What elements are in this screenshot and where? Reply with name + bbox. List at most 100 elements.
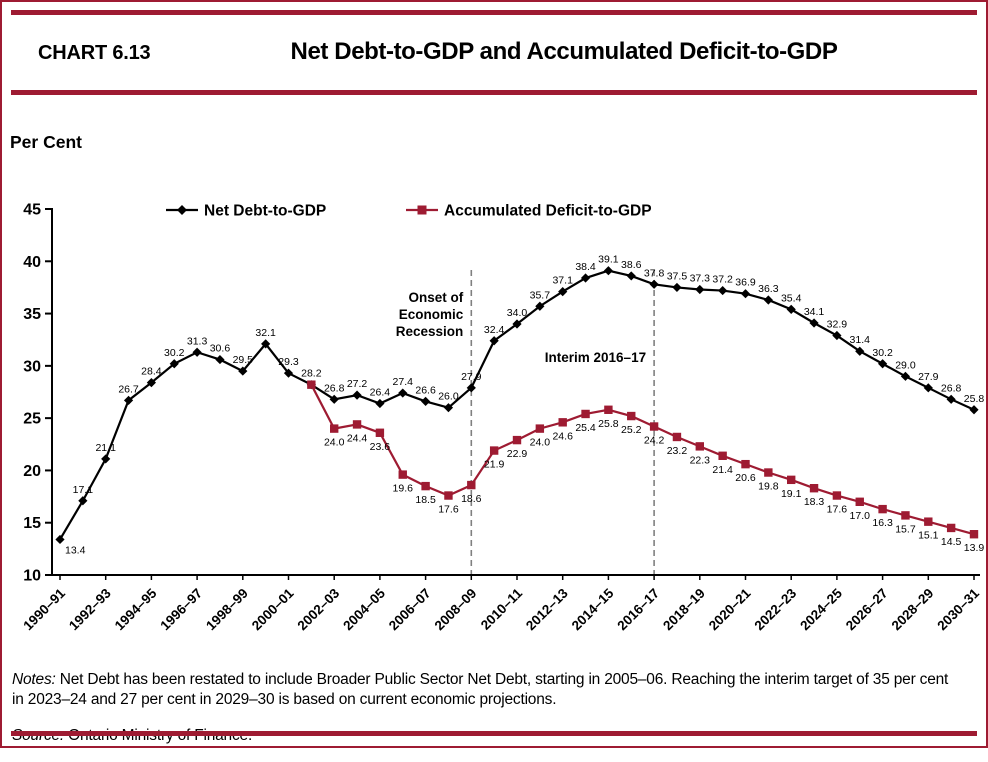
svg-text:17.6: 17.6: [438, 504, 459, 516]
svg-text:21.1: 21.1: [95, 442, 116, 454]
svg-text:2030–31: 2030–31: [934, 585, 982, 633]
marker-square: [352, 420, 362, 429]
marker-square: [489, 446, 499, 455]
notes-body: Net Debt has been restated to include Br…: [12, 670, 949, 709]
marker-diamond: [489, 336, 499, 346]
svg-text:27.4: 27.4: [393, 376, 414, 388]
marker-diamond: [603, 266, 613, 276]
svg-text:22.3: 22.3: [690, 454, 711, 466]
svg-text:24.0: 24.0: [530, 437, 551, 449]
marker-diamond: [466, 383, 476, 393]
svg-text:30.2: 30.2: [872, 347, 893, 359]
marker-square: [855, 497, 864, 506]
marker-square: [832, 491, 842, 500]
marker-diamond: [329, 394, 339, 404]
svg-text:2028–29: 2028–29: [889, 586, 937, 634]
svg-text:19.6: 19.6: [393, 483, 414, 495]
svg-text:31.4: 31.4: [850, 334, 871, 346]
marker-square: [444, 491, 453, 500]
marker-square: [604, 405, 613, 414]
svg-text:13.4: 13.4: [65, 544, 86, 556]
marker-square: [330, 424, 339, 433]
marker-diamond: [786, 304, 796, 314]
x-axis: 1990–911992–931994–951996–971998–992000–…: [20, 574, 982, 634]
marker-diamond: [832, 330, 842, 341]
notes-block: Notes: Net Debt has been restated to inc…: [12, 654, 962, 762]
svg-text:32.4: 32.4: [484, 324, 505, 336]
marker-diamond: [123, 395, 134, 405]
svg-text:40: 40: [23, 254, 41, 271]
chart-number: CHART 6.13: [38, 42, 151, 64]
line-chart: Onset of Economic Recession Interim 2016–17…: [20, 202, 985, 634]
svg-text:26.7: 26.7: [118, 383, 139, 395]
marker-diamond: [740, 289, 751, 299]
chart-title: Net Debt-to-GDP and Accumulated Deficit-…: [290, 38, 838, 65]
svg-text:32.9: 32.9: [827, 319, 848, 331]
marker-square: [649, 422, 659, 431]
marker-diamond: [78, 496, 88, 506]
marker-square: [535, 424, 545, 433]
svg-text:38.6: 38.6: [621, 259, 642, 271]
marker-diamond: [626, 271, 636, 281]
svg-text:26.6: 26.6: [415, 384, 436, 396]
marker-diamond: [672, 282, 682, 293]
marker-square: [558, 418, 567, 427]
marker-square: [718, 451, 727, 460]
series-accumulated-deficit-to-gdp: [307, 380, 979, 539]
marker-square: [924, 517, 933, 526]
svg-text:2000–01: 2000–01: [249, 585, 297, 633]
svg-text:Economic: Economic: [399, 307, 464, 322]
svg-text:2014–15: 2014–15: [569, 585, 617, 633]
svg-text:30.6: 30.6: [210, 343, 231, 355]
svg-text:2008–09: 2008–09: [432, 586, 480, 634]
marker-diamond: [969, 405, 979, 415]
marker-square: [878, 504, 887, 514]
marker-diamond: [946, 394, 956, 404]
svg-text:2010–11: 2010–11: [478, 585, 526, 633]
svg-text:35.7: 35.7: [530, 289, 551, 301]
svg-text:2012–13: 2012–13: [523, 585, 571, 633]
svg-text:37.5: 37.5: [667, 270, 688, 282]
svg-text:29.3: 29.3: [278, 356, 299, 368]
svg-text:21.9: 21.9: [484, 459, 505, 471]
svg-text:15.7: 15.7: [895, 523, 916, 535]
svg-text:25.8: 25.8: [964, 393, 985, 405]
svg-text:1994–95: 1994–95: [112, 585, 160, 633]
svg-text:1996–97: 1996–97: [157, 586, 205, 634]
svg-text:31.3: 31.3: [187, 335, 208, 347]
svg-text:2006–07: 2006–07: [386, 586, 434, 634]
svg-text:37.2: 37.2: [712, 274, 733, 286]
svg-text:24.2: 24.2: [644, 435, 665, 447]
marker-square: [467, 480, 476, 490]
marker-diamond: [580, 273, 591, 283]
svg-text:27.2: 27.2: [347, 378, 368, 390]
svg-text:34.0: 34.0: [507, 307, 528, 319]
svg-text:13.9: 13.9: [964, 542, 985, 554]
source-paragraph: Source: Ontario Ministry of Finance.: [12, 726, 962, 747]
marker-square: [809, 484, 819, 493]
svg-text:26.8: 26.8: [941, 382, 962, 394]
marker-diamond: [512, 319, 522, 329]
svg-text:2018–19: 2018–19: [660, 586, 708, 634]
svg-text:25.2: 25.2: [621, 424, 642, 436]
top-rule: [11, 10, 977, 15]
svg-text:1998–99: 1998–99: [203, 586, 251, 634]
marker-square: [307, 380, 316, 389]
marker-square: [901, 511, 910, 520]
marker-diamond: [900, 371, 911, 381]
marker-diamond: [398, 388, 408, 398]
marker-square: [787, 475, 796, 485]
svg-text:35: 35: [23, 306, 41, 323]
legend-label: Accumulated Deficit-to-GDP: [444, 203, 652, 220]
notes-paragraph: Notes: Net Debt has been restated to inc…: [12, 670, 962, 711]
svg-text:28.4: 28.4: [141, 366, 162, 378]
marker-square: [375, 428, 385, 437]
marker-diamond: [261, 339, 271, 349]
svg-text:17.6: 17.6: [827, 504, 848, 516]
svg-text:15: 15: [23, 515, 41, 532]
legend: Net Debt-to-GDP Accumulated Deficit-to-GD…: [166, 203, 652, 220]
svg-text:2022–23: 2022–23: [752, 585, 800, 633]
marker-square: [421, 481, 430, 491]
svg-text:16.3: 16.3: [872, 517, 893, 529]
